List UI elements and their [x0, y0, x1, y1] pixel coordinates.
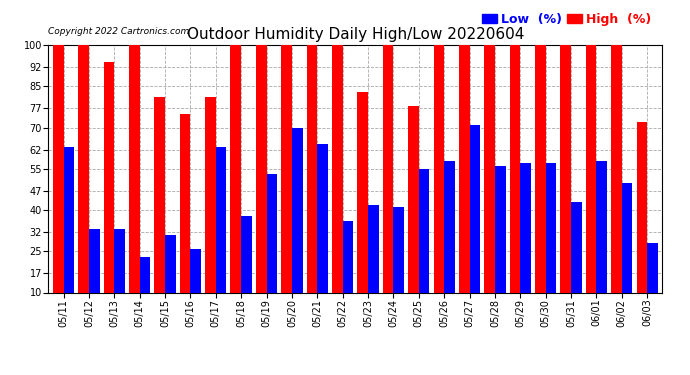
Bar — [165, 235, 176, 320]
Bar — [155, 97, 165, 320]
Bar — [444, 160, 455, 320]
Bar — [520, 163, 531, 320]
Bar — [104, 62, 115, 320]
Bar — [393, 207, 404, 320]
Bar — [266, 174, 277, 320]
Bar — [408, 105, 419, 320]
Bar — [546, 163, 556, 320]
Legend: Low  (%), High  (%): Low (%), High (%) — [477, 8, 656, 31]
Bar — [647, 243, 658, 320]
Bar — [139, 257, 150, 320]
Bar — [282, 45, 292, 320]
Bar — [383, 45, 393, 320]
Bar — [484, 45, 495, 320]
Bar — [622, 183, 633, 320]
Bar — [419, 169, 429, 320]
Bar — [495, 166, 506, 320]
Bar — [205, 97, 216, 320]
Bar — [560, 45, 571, 320]
Bar — [433, 45, 444, 320]
Bar — [89, 229, 99, 320]
Bar — [292, 128, 303, 320]
Bar — [190, 249, 201, 320]
Bar — [180, 114, 190, 320]
Bar — [343, 221, 353, 320]
Bar — [611, 45, 622, 320]
Bar — [459, 45, 469, 320]
Bar — [586, 45, 596, 320]
Bar — [469, 125, 480, 320]
Bar — [571, 202, 582, 320]
Bar — [78, 45, 89, 320]
Bar — [63, 147, 75, 320]
Bar — [510, 45, 520, 320]
Bar — [636, 122, 647, 320]
Bar — [256, 45, 266, 320]
Bar — [332, 45, 343, 320]
Bar — [115, 229, 125, 320]
Bar — [129, 45, 139, 320]
Bar — [368, 204, 379, 320]
Bar — [596, 160, 607, 320]
Bar — [216, 147, 226, 320]
Bar — [306, 45, 317, 320]
Bar — [317, 144, 328, 320]
Bar — [241, 216, 252, 320]
Bar — [53, 45, 63, 320]
Bar — [357, 92, 368, 320]
Text: Copyright 2022 Cartronics.com: Copyright 2022 Cartronics.com — [48, 27, 190, 36]
Bar — [230, 45, 241, 320]
Bar — [535, 45, 546, 320]
Title: Outdoor Humidity Daily High/Low 20220604: Outdoor Humidity Daily High/Low 20220604 — [187, 27, 524, 42]
